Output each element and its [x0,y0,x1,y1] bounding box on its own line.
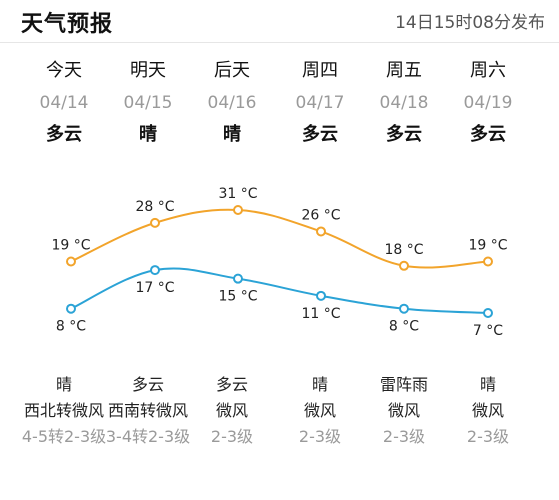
detail-column: 晴 西北转微风 4-5转2-3级 [19,372,109,450]
wind-level: 2-3级 [210,427,254,446]
detail-weather: 晴 [479,375,496,394]
detail-column: 多云 微风 2-3级 [187,372,277,450]
wind-direction: 西北转微风 [23,401,104,420]
detail-weather: 晴 [311,375,328,394]
publish-time: 14日15时08分发布 [395,13,545,33]
high-temp-point [66,256,76,267]
detail-weather: 雷阵雨 [379,375,428,394]
day-name: 后天 [214,60,250,81]
day-header-row: 今天 04/14 多云 明天 04/15 晴 后天 04/16 晴 周四 04/… [0,56,559,156]
header: 天气预报 14日15时08分发布 [0,0,559,43]
low-temp-point [483,308,493,318]
detail-weather: 多云 [215,375,248,394]
day-weather: 多云 [302,124,338,145]
day-column[interactable]: 周四 04/17 多云 [277,56,363,150]
high-temp-label: 31 °C [218,186,257,202]
high-temp-line [70,208,489,269]
detail-column: 雷阵雨 微风 2-3级 [359,372,449,450]
high-temp-label: 19 °C [51,238,90,254]
low-temp-label: 11 °C [301,306,340,322]
day-name: 明天 [130,60,166,81]
low-temp-label: 8 °C [56,319,86,335]
wind-level: 2-3级 [466,427,510,446]
wind-level: 2-3级 [382,427,426,446]
low-temp-label: 8 °C [389,319,419,335]
day-date: 04/19 [463,93,513,113]
high-temp-label: 19 °C [468,238,507,254]
day-name: 周五 [386,60,422,81]
page-title: 天气预报 [21,12,114,37]
high-temp-point [483,256,493,267]
high-temp-label: 18 °C [384,242,423,258]
low-temp-point [316,290,326,301]
wind-direction: 微风 [471,401,504,420]
low-temp-label: 17 °C [135,280,174,296]
wind-level: 2-3级 [298,427,342,446]
day-date: 04/16 [207,93,257,113]
wind-direction: 微风 [387,401,420,420]
low-temp-label: 15 °C [218,289,257,305]
wind-level: 3-4转2-3级 [105,427,191,446]
detail-column: 晴 微风 2-3级 [275,372,365,450]
day-date: 04/15 [123,93,173,113]
wind-level: 4-5转2-3级 [21,427,107,446]
low-temp-point [66,303,76,314]
detail-weather: 多云 [131,375,164,394]
detail-weather: 晴 [55,375,72,394]
day-column[interactable]: 周六 04/19 多云 [445,56,531,150]
day-weather: 晴 [139,124,157,145]
low-temp-point [150,265,160,276]
day-column[interactable]: 明天 04/15 晴 [105,56,191,150]
day-weather: 多云 [470,124,506,145]
day-weather: 多云 [386,124,422,145]
low-temp-point [399,303,409,314]
high-temp-point [399,260,409,271]
day-date: 04/18 [379,93,429,113]
day-name: 周四 [302,60,338,81]
day-name: 周六 [470,60,506,81]
low-temp-point [233,273,243,284]
high-temp-point [316,226,326,237]
day-weather: 多云 [46,124,82,145]
detail-column: 多云 西南转微风 3-4转2-3级 [103,372,193,450]
low-temp-line [70,267,489,314]
temperature-chart: 19 °C 28 °C 31 °C 26 °C 18 °C 19 °C 8 °C 17 °C 1… [51,186,507,339]
day-column[interactable]: 周五 04/18 多云 [361,56,447,150]
day-column[interactable]: 后天 04/16 晴 [189,56,275,150]
high-temp-point [233,205,243,215]
day-column[interactable]: 今天 04/14 多云 [21,56,107,150]
high-temp-label: 26 °C [301,207,340,223]
day-weather: 晴 [223,124,241,145]
wind-direction: 微风 [303,401,336,420]
high-temp-point [150,217,160,228]
wind-direction: 西南转微风 [107,401,188,420]
day-date: 04/14 [39,93,89,113]
high-temp-label: 28 °C [135,199,174,215]
forecast-details-row: 晴 西北转微风 4-5转2-3级 多云 西南转微风 3-4转2-3级 多云 微风… [0,372,559,500]
low-temp-label: 7 °C [473,323,503,339]
wind-direction: 微风 [215,401,248,420]
detail-column: 晴 微风 2-3级 [443,372,533,450]
day-date: 04/17 [295,93,345,113]
day-name: 今天 [46,60,82,81]
